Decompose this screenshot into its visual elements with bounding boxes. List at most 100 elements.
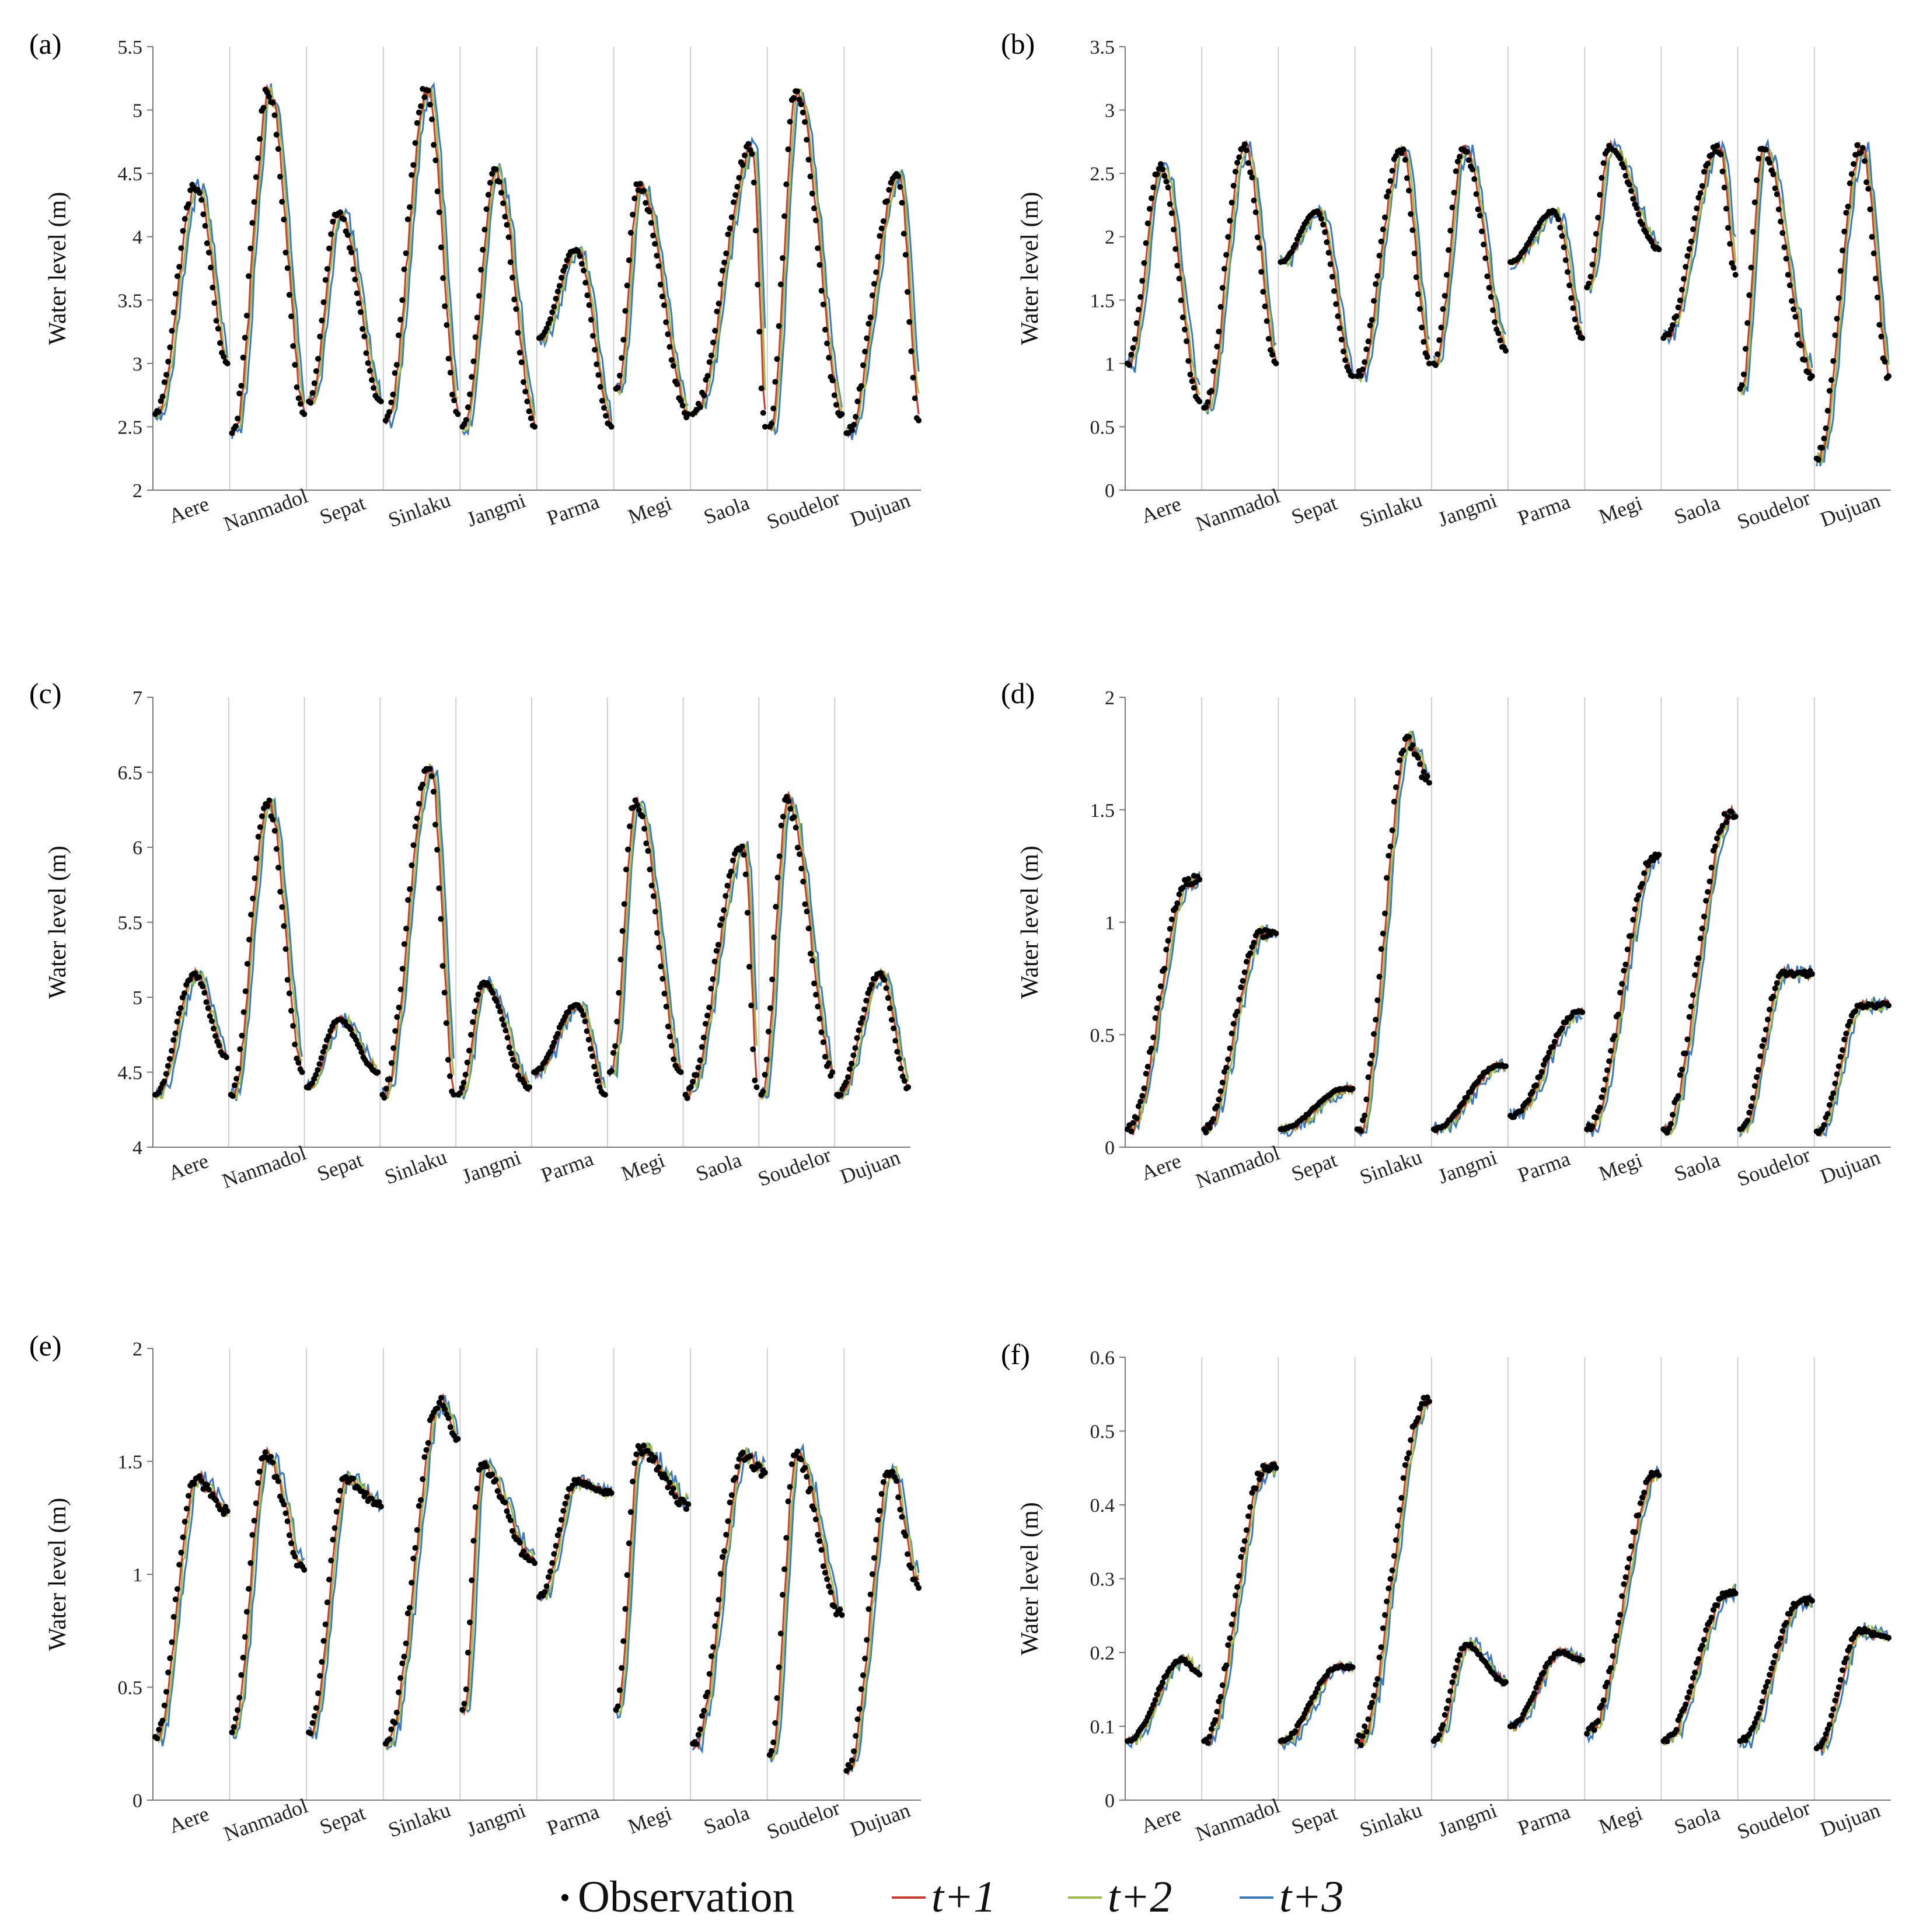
observation-point <box>1176 275 1182 282</box>
observation-point <box>309 1720 316 1726</box>
observation-point <box>739 843 745 850</box>
observation-point <box>1756 1067 1762 1073</box>
observation-point <box>739 1449 746 1456</box>
observation-point <box>685 1501 692 1507</box>
observation-point <box>1759 1698 1765 1704</box>
observation-point <box>851 421 857 428</box>
observation-point <box>257 824 263 830</box>
observation-point <box>1832 1080 1838 1086</box>
observation-point <box>277 173 283 180</box>
observation-point <box>203 999 210 1005</box>
observation-point <box>326 1577 332 1582</box>
observation-point <box>547 316 553 322</box>
observation-point <box>1154 171 1160 177</box>
observation-point <box>1454 1108 1461 1115</box>
observation-point <box>1214 1709 1220 1715</box>
observation-point <box>309 390 316 396</box>
observation-point <box>403 925 409 932</box>
observation-point <box>165 358 172 365</box>
observation-point <box>780 255 786 261</box>
x-category-label: Parma <box>538 1147 596 1187</box>
panel-label: (c) <box>29 677 62 710</box>
observation-point <box>1365 1074 1371 1081</box>
observation-point <box>1695 194 1702 201</box>
observation-point <box>1382 1612 1388 1618</box>
observation-point <box>281 923 287 929</box>
legend-t3-label: t+3 <box>1279 1872 1343 1921</box>
observation-point <box>236 1695 243 1701</box>
observation-point <box>865 320 872 327</box>
observation-point <box>1732 271 1739 278</box>
observation-point <box>1666 1125 1672 1131</box>
observation-point <box>1492 319 1498 325</box>
observation-point <box>1600 1087 1607 1093</box>
observation-point <box>878 225 885 232</box>
observation-point <box>1442 1712 1448 1718</box>
observation-point <box>1824 1111 1831 1117</box>
observation-point <box>652 909 658 915</box>
observation-point <box>850 1052 857 1058</box>
observation-point <box>328 231 334 237</box>
observation-point <box>1869 233 1875 240</box>
observation-point <box>165 1669 172 1676</box>
observation-point <box>182 216 188 222</box>
observation-point <box>326 1033 331 1039</box>
observation-point <box>894 1049 901 1055</box>
series-t3-line <box>1816 142 1890 467</box>
observation-point <box>1690 992 1696 998</box>
observation-point <box>1606 1058 1613 1064</box>
observation-point <box>1257 244 1262 251</box>
observation-point <box>809 958 815 964</box>
observation-point <box>367 368 373 374</box>
observation-point <box>1214 344 1220 350</box>
observation-point <box>813 1516 819 1522</box>
observation-point <box>916 1585 922 1591</box>
observation-point <box>1346 368 1352 374</box>
observation-point <box>1834 1071 1840 1077</box>
observation-point <box>229 1729 235 1735</box>
observation-point <box>158 398 164 404</box>
observation-point <box>1751 1720 1758 1726</box>
observation-point <box>854 398 861 404</box>
observation-point <box>1630 917 1636 923</box>
y-tick-label: 3.5 <box>118 290 143 312</box>
observation-point <box>1767 159 1773 166</box>
observation-point <box>1392 1537 1399 1543</box>
series-t2-line <box>1586 1470 1660 1735</box>
observation-point <box>428 773 435 780</box>
observation-point <box>1223 1064 1230 1071</box>
series-t3-line <box>846 169 920 440</box>
observation-point <box>1870 250 1877 257</box>
observation-point <box>467 1619 473 1626</box>
series-t1-line <box>462 170 536 428</box>
observation-point <box>255 1480 261 1486</box>
observation-point <box>242 1634 248 1640</box>
observation-point <box>736 174 742 181</box>
observation-point <box>1172 246 1179 252</box>
observation-point <box>196 974 202 980</box>
observation-point <box>905 289 910 295</box>
observation-point <box>1826 1102 1833 1108</box>
observation-point <box>1369 1052 1375 1058</box>
legend-observation-label: Observation <box>578 1872 794 1921</box>
observation-point <box>1518 1108 1524 1114</box>
observation-point <box>1447 228 1454 234</box>
observation-point <box>615 1703 621 1710</box>
observation-point <box>1538 1068 1545 1075</box>
observation-point <box>1397 757 1403 763</box>
observation-point <box>619 928 626 934</box>
observation-point <box>1243 147 1250 153</box>
observation-point <box>826 1060 832 1066</box>
observation-point <box>867 314 874 320</box>
observation-point <box>501 1022 507 1028</box>
series-t2-line <box>231 86 305 434</box>
observation-point <box>217 340 223 346</box>
series-t1-line <box>1433 144 1507 367</box>
observation-point <box>1591 1727 1597 1733</box>
legend-observation-marker <box>561 1894 568 1901</box>
observation-point <box>1426 360 1432 366</box>
observation-point <box>474 315 480 321</box>
observation-point <box>693 1072 700 1078</box>
observation-point <box>1252 1485 1259 1491</box>
observation-point <box>253 855 260 862</box>
